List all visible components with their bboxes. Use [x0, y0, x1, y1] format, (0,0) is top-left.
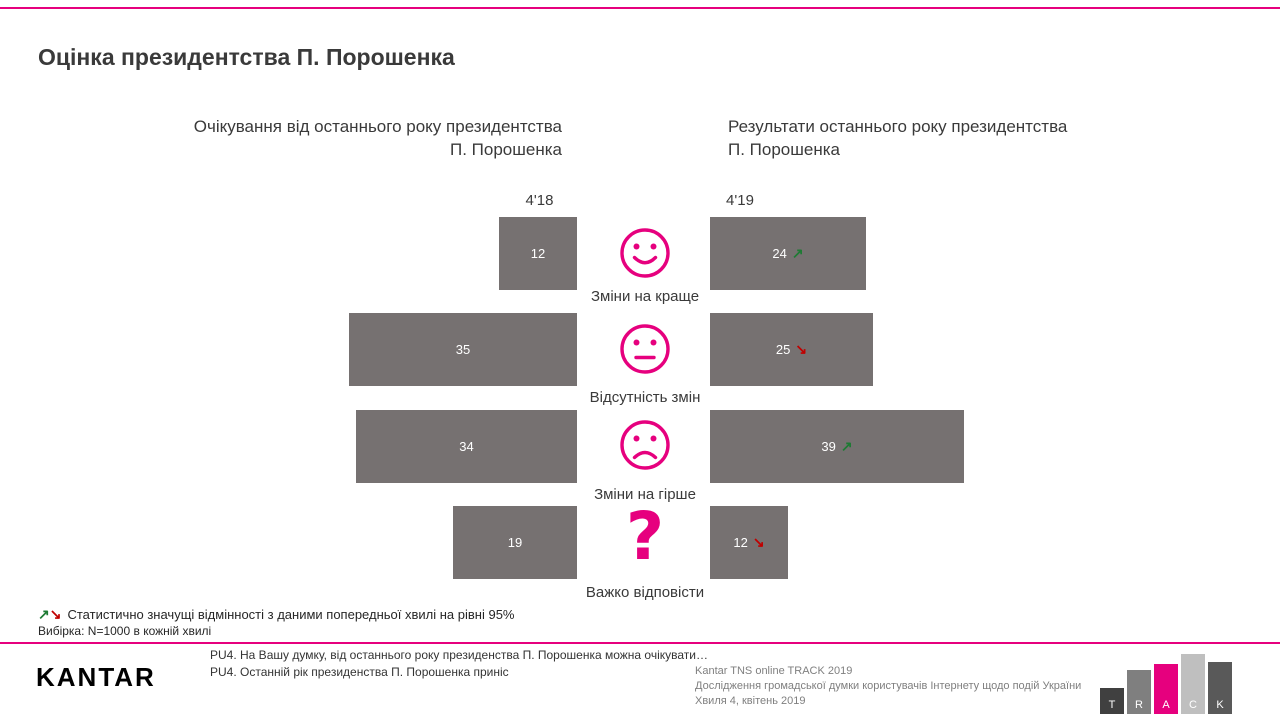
question-wording-2: PU4. Останній рік президенства П. Пороше… [210, 665, 509, 679]
bar-expectations-hard-to-say: 19 [453, 506, 577, 579]
bar-value-label: 19 [507, 535, 523, 550]
track-logo: T R A C K [1100, 654, 1232, 714]
bar-results-no-change: 25 ↘ [710, 313, 873, 386]
bar-results-hard-to-say: 12 ↘ [710, 506, 788, 579]
track-bar-c: C [1181, 654, 1205, 714]
trend-down-icon: ↘ [752, 534, 765, 550]
source-line2: Дослідження громадської думки користувач… [695, 680, 1082, 692]
trend-up-icon: ↗ [840, 438, 853, 454]
question-mark-icon: ? [625, 498, 665, 575]
bar-results-better: 24 ↗ [710, 217, 866, 290]
up-arrow-icon: ↗ [38, 606, 50, 622]
trend-down-icon: ↘ [795, 341, 808, 357]
sad-face-icon [617, 418, 673, 477]
right-header-line1: Результати останнього року президентства [728, 117, 1068, 136]
significance-note: ↗↘ Статистично значущі відмінності з дани… [38, 606, 514, 623]
right-column-header: Результати останнього року президентства… [728, 115, 1198, 161]
bar-value-label: 34 [459, 439, 474, 454]
bar-value-label: 25 [775, 342, 791, 357]
bar-value-label: 12 [733, 535, 748, 550]
bar-results-worse: 39 ↗ [710, 410, 964, 483]
question-wording-block: PU4. На Вашу думку, від останнього року … [210, 647, 708, 681]
category-label-hard-to-say: Важко відповісти [585, 584, 705, 601]
bar-expectations-worse: 34 [356, 410, 577, 483]
down-arrow-icon: ↘ [49, 606, 62, 622]
source-line1: Kantar TNS online TRACK 2019 [695, 665, 853, 677]
source-block: Kantar TNS online TRACK 2019 Дослідження… [695, 664, 1081, 709]
bar-value-label: 39 [821, 439, 836, 454]
top-accent-line [0, 7, 1280, 9]
kantar-logo: KANTAR [36, 662, 156, 692]
source-line3: Хвиля 4, квітень 2019 [695, 695, 806, 707]
category-label-worse: Зміни на гірше [594, 486, 696, 503]
left-column-header: Очікування від останнього року президент… [100, 115, 562, 161]
happy-face-icon [617, 226, 673, 285]
question-wording-1: PU4. На Вашу думку, від останнього року … [210, 648, 708, 662]
left-header-line2: П. Порошенка [450, 140, 562, 159]
category-label-better: Зміни на краще [590, 288, 700, 305]
footer-accent-line [0, 642, 1280, 644]
right-header-line2: П. Порошенка [728, 140, 840, 159]
track-bar-r: R [1127, 670, 1151, 714]
sample-note: Вибірка: N=1000 в кожній хвилі [38, 624, 212, 638]
bar-expectations-better: 12 [499, 217, 577, 290]
neutral-face-icon [617, 322, 673, 381]
page-title: Оцінка президентства П. Порошенка [38, 44, 455, 70]
track-bar-a: A [1154, 664, 1178, 714]
track-bar-t: T [1100, 688, 1124, 714]
bar-value-label: 12 [530, 246, 546, 261]
wave-label-418: 4'18 [525, 192, 554, 209]
left-header-line1: Очікування від останнього року президент… [193, 117, 562, 136]
category-label-no-change: Відсутність змін [589, 389, 701, 406]
wave-label-419: 4'19 [726, 192, 754, 209]
trend-up-icon: ↗ [791, 245, 804, 261]
bar-value-label: 24 [772, 246, 787, 261]
track-bar-k: K [1208, 662, 1232, 714]
bar-value-label: 35 [455, 342, 471, 357]
bar-expectations-no-change: 35 [349, 313, 577, 386]
significance-text: Статистично значущі відмінності з даними… [67, 607, 515, 622]
